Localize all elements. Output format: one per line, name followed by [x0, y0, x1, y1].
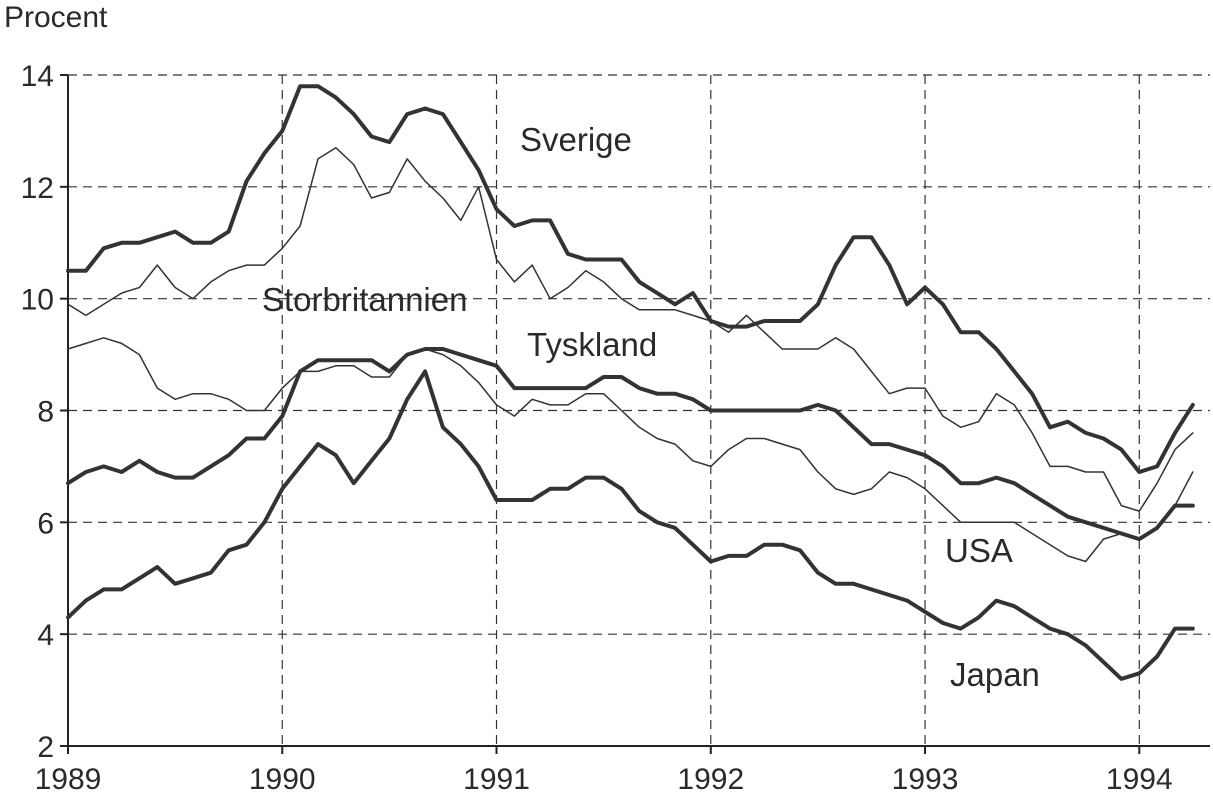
series-label-sverige: Sverige: [520, 121, 632, 158]
series-label-usa: USA: [945, 532, 1013, 569]
series-line-storbritannien: [67, 146, 1194, 512]
y-tick-label-12: 12: [21, 172, 54, 205]
x-tick-label-1992: 1992: [677, 763, 744, 796]
tick-labels: 2 4 6 8 10 12 14 1989 1990 1991 1992 1993 1994: [21, 60, 1173, 796]
axes: [60, 74, 1210, 754]
x-tick-label-1989: 1989: [35, 763, 102, 796]
series-line-usa: [66, 347, 1195, 542]
y-tick-label-4: 4: [37, 619, 54, 652]
x-tick-label-1994: 1994: [1106, 763, 1173, 796]
gridlines: [68, 74, 1210, 746]
series-line-japan: [66, 369, 1195, 681]
x-tick-label-1991: 1991: [463, 763, 530, 796]
y-tick-label-10: 10: [21, 284, 54, 317]
series-label-tyskland: Tyskland: [527, 326, 657, 363]
x-tick-label-1993: 1993: [892, 763, 959, 796]
y-axis-unit-label: Procent: [4, 1, 108, 34]
y-tick-label-8: 8: [37, 396, 54, 429]
series-label-storbritannien: Storbritannien: [262, 281, 467, 318]
series-line-tyskland: [67, 337, 1194, 563]
data-series: [66, 84, 1195, 681]
y-tick-label-2: 2: [37, 731, 54, 764]
series-label-japan: Japan: [950, 656, 1040, 693]
series-labels: Sverige Storbritannien Tyskland USA Japa…: [262, 121, 1040, 693]
x-tick-label-1990: 1990: [249, 763, 316, 796]
series-line-sverige: [66, 84, 1195, 474]
y-tick-label-14: 14: [21, 60, 54, 93]
y-tick-label-6: 6: [37, 507, 54, 540]
